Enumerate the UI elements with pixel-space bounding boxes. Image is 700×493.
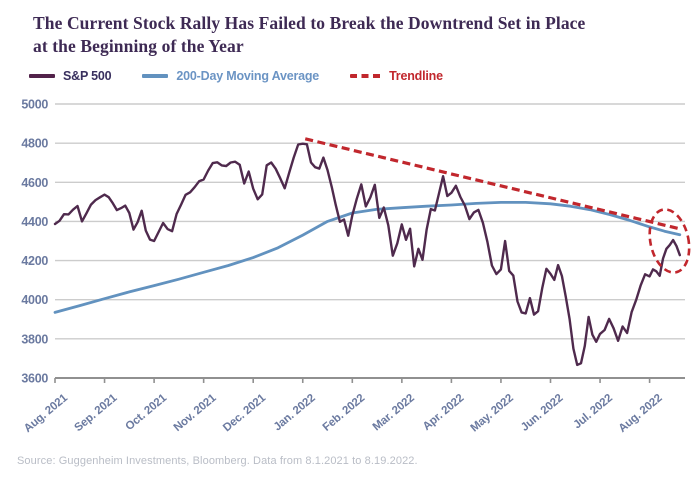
- x-tick-label: Dec. 2021: [221, 392, 269, 435]
- chart-title-line1: The Current Stock Rally Has Failed to Br…: [33, 13, 586, 33]
- x-tick-label: Jan. 2022: [272, 392, 318, 433]
- legend: S&P 500 200-Day Moving Average Trendline: [29, 68, 474, 84]
- x-tick-label: Aug. 2022: [617, 392, 665, 435]
- highlight-circle-annotation: [648, 208, 691, 274]
- legend-label-sp500: S&P 500: [63, 69, 112, 83]
- x-tick-label: Nov. 2021: [172, 392, 219, 435]
- chart-svg: 5000 4800 4600 4400 4200 4000 3800 3600 Aug. 202…: [21, 98, 691, 435]
- source-note: Source: Guggenheim Investments, Bloomber…: [17, 455, 418, 467]
- trendline-dashed-swatch: [350, 74, 382, 78]
- x-tick-label: Aug. 2021: [22, 392, 71, 435]
- x-tick-label: Mar. 2022: [371, 392, 417, 433]
- y-tick-label: 4800: [21, 137, 48, 151]
- chart-title-line2: at the Beginning of the Year: [33, 36, 244, 56]
- sp500-line: [53, 142, 681, 367]
- x-tick-label: Jun. 2022: [519, 392, 565, 434]
- legend-item-moving-average: 200-Day Moving Average: [142, 69, 319, 83]
- moving-average-line-swatch: [142, 74, 169, 78]
- y-tick-label: 3800: [21, 332, 48, 346]
- legend-item-trendline: Trendline: [350, 69, 443, 83]
- y-tick-label: 5000: [21, 98, 48, 112]
- x-tick-label: Apr. 2022: [421, 392, 467, 433]
- y-tick-label: 3600: [21, 371, 48, 385]
- sp500-line-swatch: [29, 74, 55, 78]
- y-tick-label: 4400: [21, 215, 48, 229]
- legend-item-sp500: S&P 500: [29, 69, 112, 83]
- x-tick-label: Sep. 2021: [72, 392, 120, 435]
- y-tick-label: 4200: [21, 254, 48, 268]
- moving-average-line: [53, 201, 682, 314]
- legend-label-moving-average: 200-Day Moving Average: [176, 69, 320, 83]
- y-tick-label: 4000: [21, 293, 48, 307]
- x-tick-label: Oct. 2021: [124, 392, 170, 433]
- x-tick-label: Jul. 2022: [571, 392, 615, 431]
- y-tick-label: 4600: [21, 176, 48, 190]
- x-tick-label: May. 2022: [469, 392, 516, 434]
- trendline: [304, 137, 681, 231]
- x-tick-label: Feb. 2022: [321, 392, 367, 434]
- chart-title: The Current Stock Rally Has Failed to Br…: [33, 12, 663, 58]
- legend-label-trendline: Trendline: [389, 69, 443, 83]
